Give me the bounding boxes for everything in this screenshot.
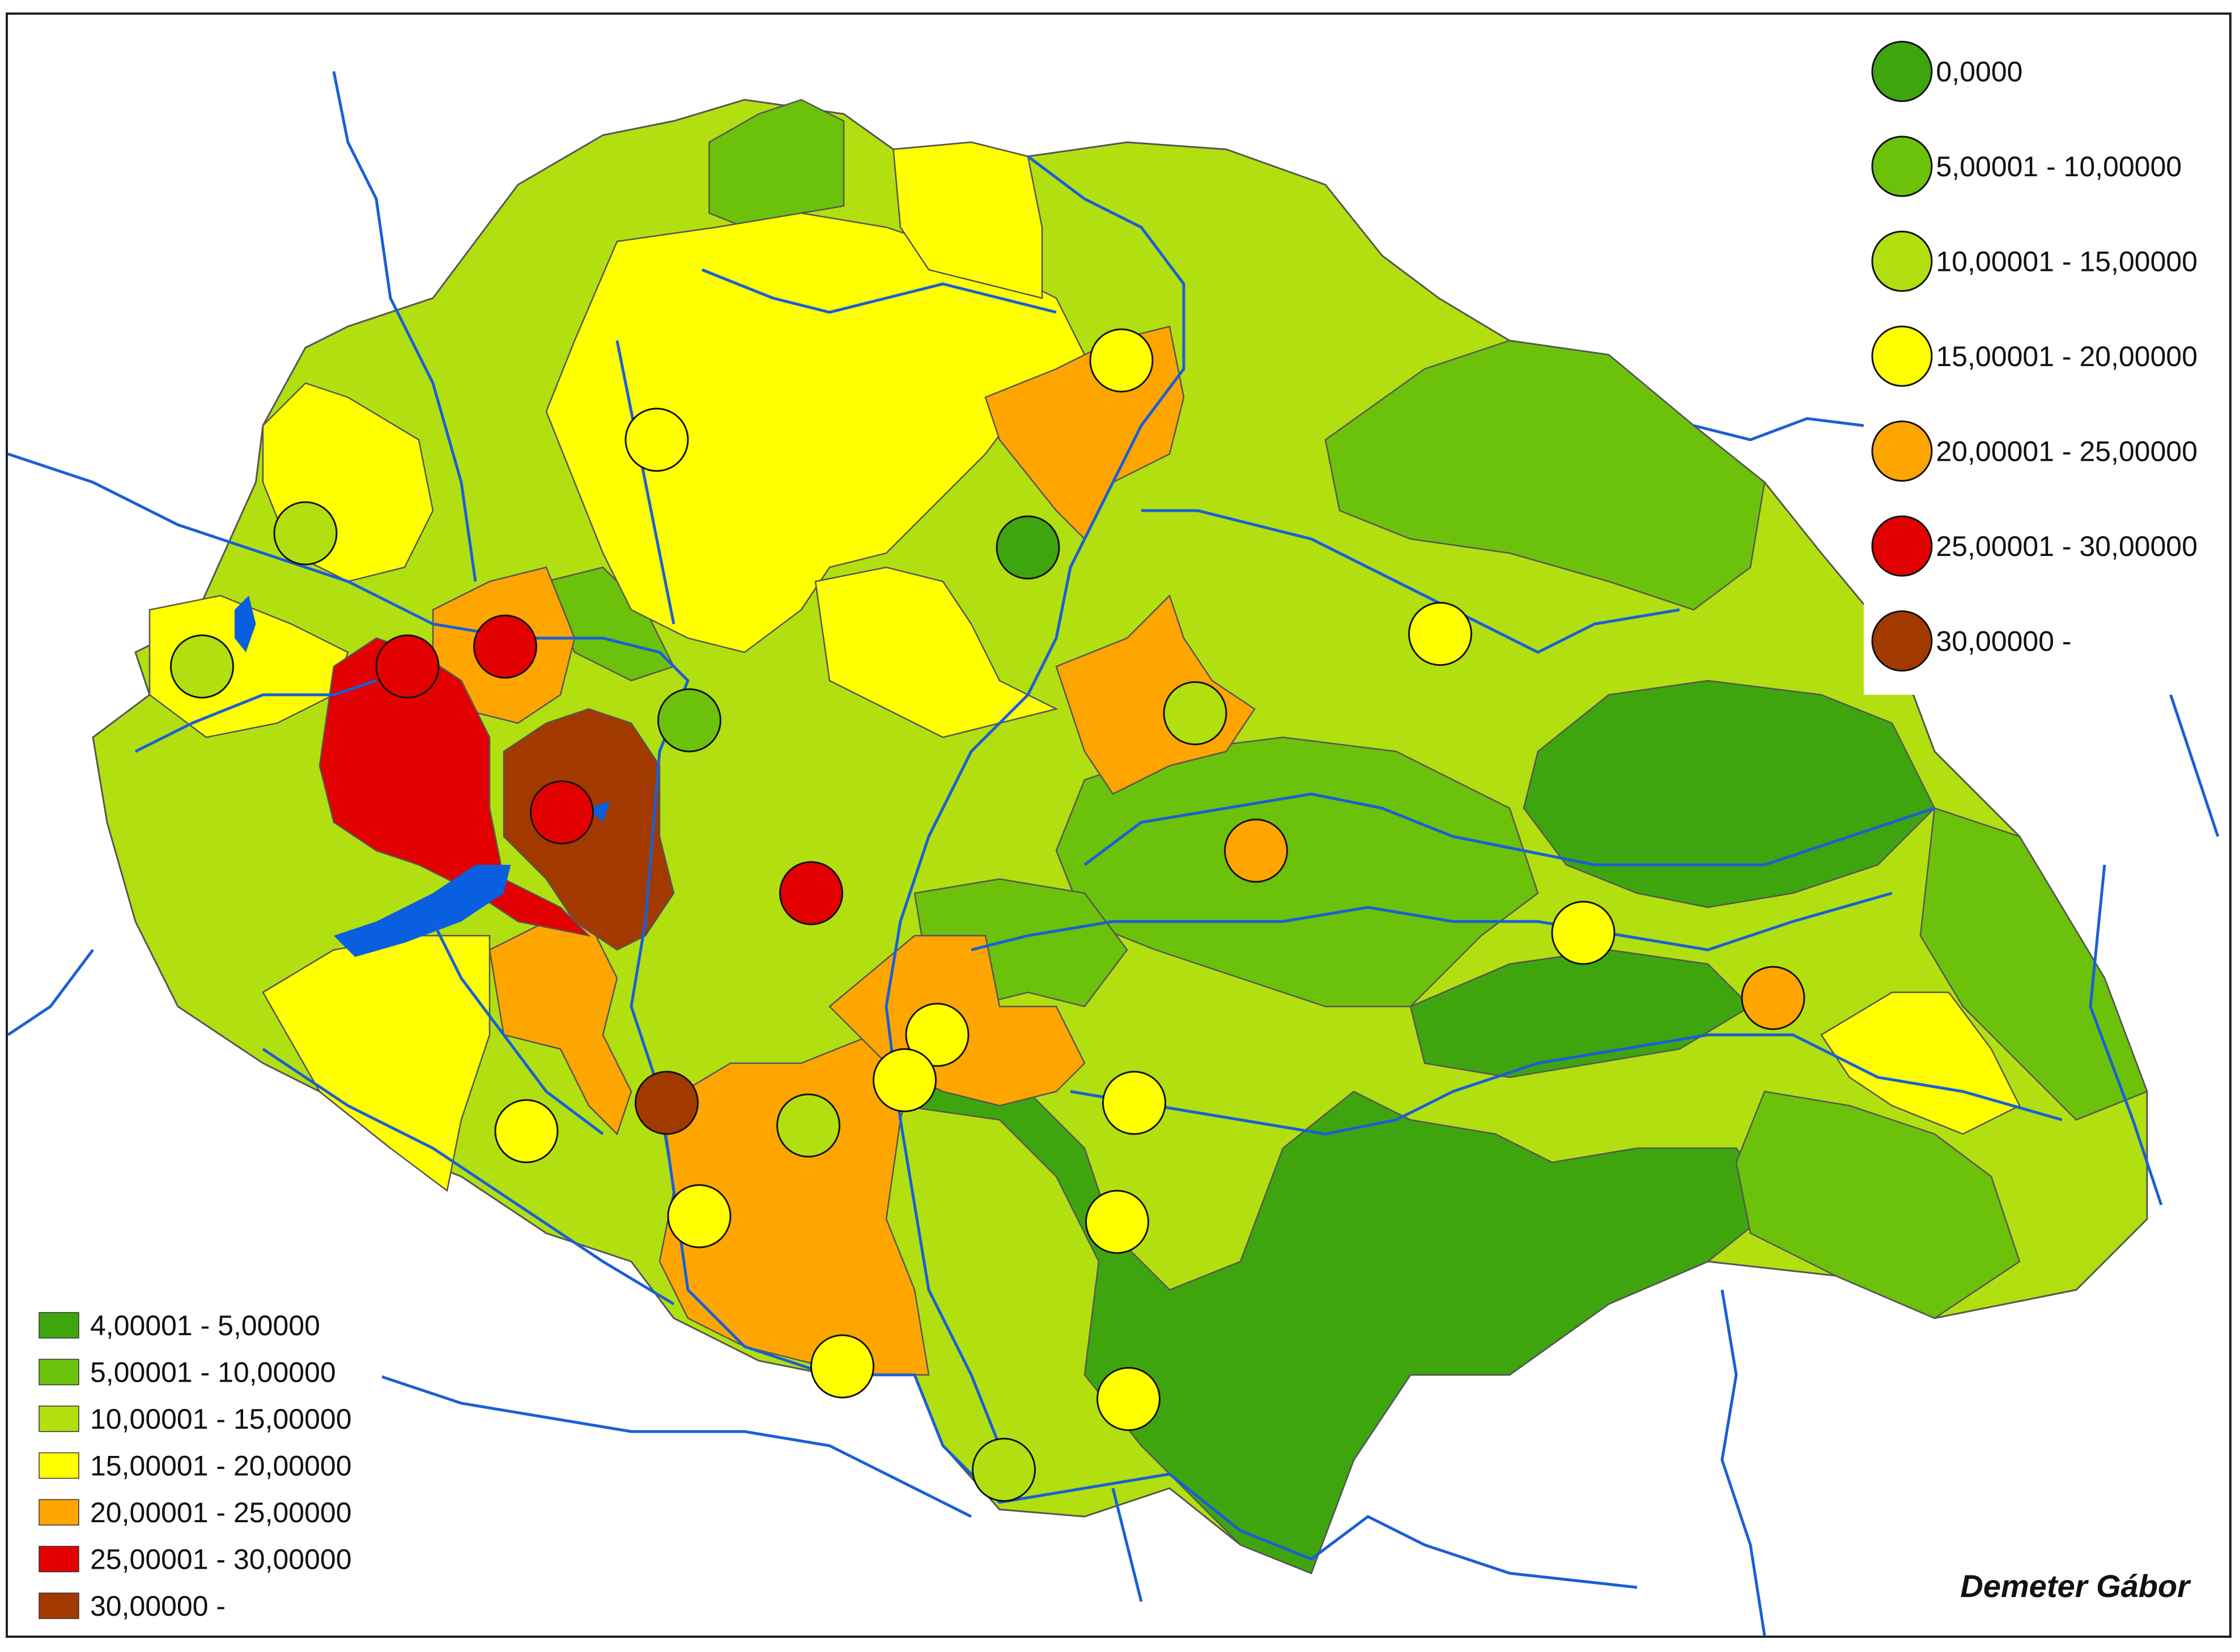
- location-marker[interactable]: [1102, 1071, 1166, 1135]
- region-legend-swatch: [39, 1592, 79, 1619]
- point-legend-label: 15,00001 - 20,00000: [1936, 341, 2198, 372]
- location-marker[interactable]: [635, 1071, 699, 1135]
- location-marker[interactable]: [810, 1334, 874, 1399]
- location-marker[interactable]: [375, 634, 440, 699]
- region-fills: [148, 99, 2148, 1574]
- point-legend-symbol: [1871, 231, 1933, 292]
- point-legend-label: 30,00000 -: [1936, 626, 2072, 657]
- point-legend-label: 20,00001 - 25,00000: [1936, 436, 2198, 468]
- river-koros: [971, 891, 1893, 952]
- map-frame: 4,00001 - 5,00000 5,00001 - 10,00000 10,00…: [6, 12, 2232, 1638]
- region-green-east-far: [1919, 807, 2148, 1121]
- river-south-out: [1111, 1488, 1143, 1602]
- region-legend-label: 10,00001 - 15,00000: [90, 1403, 352, 1435]
- location-markers: [170, 328, 1805, 1502]
- point-legend-label: 25,00001 - 30,00000: [1936, 530, 2198, 562]
- region-legend-swatch: [39, 1499, 79, 1526]
- location-marker[interactable]: [1089, 328, 1154, 393]
- lake-ferto: [235, 596, 256, 652]
- river-raba: [134, 679, 377, 753]
- location-marker[interactable]: [273, 501, 338, 566]
- lake-velence: [589, 801, 610, 822]
- region-legend-label: 30,00000 -: [90, 1590, 226, 1622]
- region-legend-label: 15,00001 - 20,00000: [90, 1450, 352, 1482]
- location-marker[interactable]: [873, 1048, 937, 1112]
- location-marker[interactable]: [494, 1099, 559, 1163]
- river-maros: [1070, 1033, 2063, 1136]
- location-marker[interactable]: [1085, 1190, 1149, 1254]
- rivers: [8, 71, 2220, 1636]
- location-marker[interactable]: [972, 1438, 1036, 1502]
- point-legend-symbol: [1871, 325, 1933, 387]
- location-marker[interactable]: [1163, 681, 1227, 745]
- location-marker[interactable]: [905, 1003, 970, 1067]
- region-legend-label: 4,00001 - 5,00000: [90, 1310, 320, 1341]
- location-marker[interactable]: [624, 407, 689, 472]
- region-yellow-mid: [814, 566, 1059, 738]
- location-marker[interactable]: [1224, 818, 1288, 883]
- region-legend-box: [28, 1293, 382, 1627]
- river-drava: [262, 1047, 675, 1306]
- river-sava: [376, 1373, 972, 1518]
- river-garam: [615, 340, 675, 625]
- region-legend-label: 20,00001 - 25,00000: [90, 1497, 352, 1528]
- region-green-north: [708, 99, 845, 228]
- region-legend: 4,00001 - 5,00000 5,00001 - 10,00000 10,00…: [39, 1310, 352, 1622]
- signature-box: [1920, 1573, 2218, 1630]
- choropleth-map[interactable]: 4,00001 - 5,00000 5,00001 - 10,00000 10,00…: [8, 15, 2229, 1636]
- river-feher-koros: [1083, 792, 1935, 867]
- river-szamos: [1141, 509, 1680, 654]
- region-green-northeast: [1324, 339, 1766, 611]
- region-legend-label: 25,00001 - 30,00000: [90, 1544, 352, 1575]
- point-legend-symbol: [1871, 515, 1933, 577]
- location-marker[interactable]: [776, 1093, 840, 1158]
- point-legend-symbol: [1871, 41, 1933, 102]
- region-yellow-northcenter: [892, 141, 1043, 299]
- location-marker[interactable]: [1408, 602, 1472, 666]
- point-legend-symbol: [1871, 610, 1933, 672]
- point-legend-label: 5,00001 - 10,00000: [1936, 151, 2182, 182]
- river-danube: [8, 452, 1638, 1589]
- river-ipoly: [702, 268, 1057, 314]
- river-south-east-out: [1720, 1289, 1766, 1636]
- location-marker[interactable]: [1096, 1367, 1161, 1431]
- location-marker[interactable]: [996, 515, 1060, 580]
- point-legend-symbol: [1871, 421, 1933, 482]
- river-west-out: [8, 949, 94, 1037]
- location-marker[interactable]: [170, 634, 234, 699]
- location-marker[interactable]: [657, 688, 721, 753]
- region-legend-swatch: [39, 1545, 79, 1573]
- location-marker[interactable]: [530, 780, 594, 844]
- location-marker[interactable]: [667, 1184, 732, 1248]
- region-yellow-east: [1820, 991, 2021, 1135]
- region-orange-south: [658, 1005, 930, 1376]
- region-green-south-east-strip: [1735, 1090, 2021, 1319]
- region-dark-green-middle: [1409, 949, 1752, 1078]
- region-legend-swatch: [39, 1358, 79, 1386]
- point-legend-label: 10,00001 - 15,00000: [1936, 246, 2198, 278]
- lakes: [235, 596, 610, 957]
- location-marker[interactable]: [473, 614, 537, 679]
- point-legend-label: 0,0000: [1936, 56, 2023, 88]
- region-legend-swatch: [39, 1312, 79, 1339]
- river-tisza: [885, 155, 1185, 1446]
- point-legend: 0,0000 5,00001 - 10,00000 10,00001 - 15,00…: [1871, 41, 2198, 672]
- region-legend-label: 5,00001 - 10,00000: [90, 1357, 336, 1388]
- location-marker[interactable]: [1741, 966, 1805, 1030]
- author-signature: Demeter Gábor: [1960, 1568, 2190, 1604]
- river-east-out: [1693, 417, 1864, 441]
- river-olt: [2089, 864, 2163, 1205]
- region-legend-swatch: [39, 1452, 79, 1479]
- river-vag: [332, 71, 477, 582]
- location-marker[interactable]: [1551, 901, 1616, 965]
- region-legend-swatch: [39, 1405, 79, 1432]
- river-sio: [431, 920, 604, 1135]
- lake-balaton: [334, 865, 511, 957]
- region-dark-green-east: [1523, 680, 1936, 908]
- point-legend-symbol: [1871, 135, 1933, 197]
- region-orange-east-center: [1055, 594, 1256, 795]
- location-marker[interactable]: [779, 861, 843, 925]
